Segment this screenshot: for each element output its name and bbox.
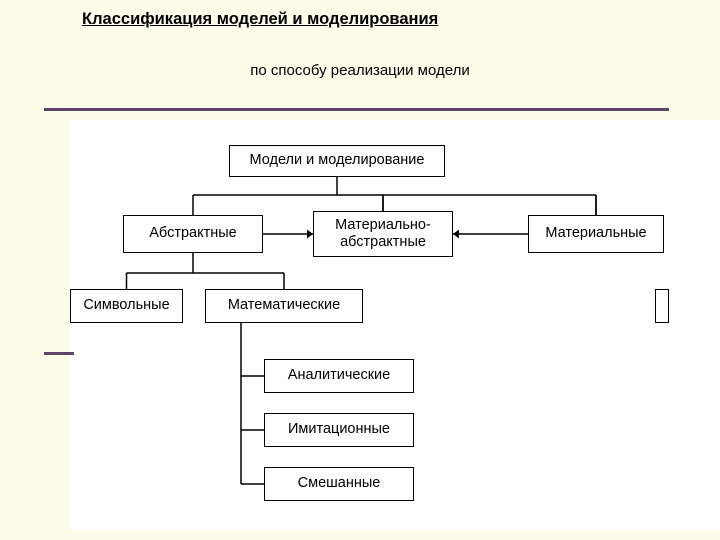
node-simulation: Имитационные: [264, 413, 414, 447]
accent-divider: [44, 108, 669, 111]
node-mixed: Смешанные: [264, 467, 414, 501]
node-abstract: Абстрактные: [123, 215, 263, 253]
accent-divider-short: [44, 352, 74, 355]
node-material-abstract: Материально-абстрактные: [313, 211, 453, 257]
page: Классификация моделей и моделирования по…: [0, 0, 720, 540]
node-root: Модели и моделирование: [229, 145, 445, 177]
page-subtitle: по способу реализации модели: [0, 62, 720, 79]
node-mathematical: Математические: [205, 289, 363, 323]
node-stub-right: [655, 289, 669, 323]
page-title: Классификация моделей и моделирования: [82, 10, 438, 29]
node-material: Материальные: [528, 215, 664, 253]
node-analytical: Аналитические: [264, 359, 414, 393]
node-symbolic: Символьные: [70, 289, 183, 323]
